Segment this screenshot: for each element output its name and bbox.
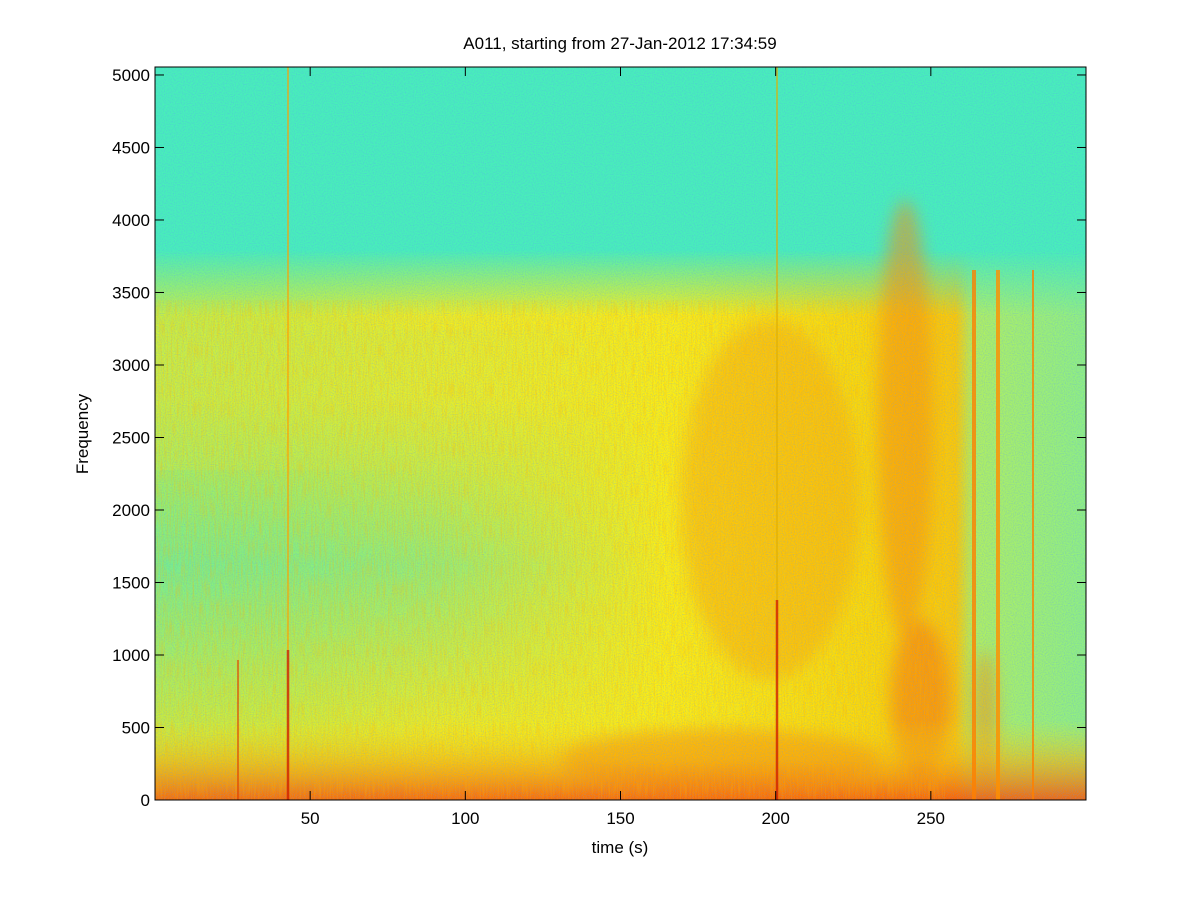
y-axis-label: Frequency (73, 393, 92, 474)
y-tick-label: 1000 (112, 646, 150, 665)
y-tick-label: 500 (122, 718, 150, 737)
x-axis-label: time (s) (592, 838, 649, 857)
x-tick-label: 200 (761, 809, 789, 828)
x-tick-label: 100 (451, 809, 479, 828)
x-tick-label: 150 (606, 809, 634, 828)
y-tick-label: 2500 (112, 428, 150, 447)
x-tick-label: 50 (301, 809, 320, 828)
y-tick-label: 2000 (112, 501, 150, 520)
y-tick-label: 5000 (112, 66, 150, 85)
y-tick-label: 4500 (112, 138, 150, 157)
y-tick-label: 1500 (112, 573, 150, 592)
spectrogram-image (155, 67, 1086, 800)
y-tick-label: 3500 (112, 283, 150, 302)
x-tick-label: 250 (917, 809, 945, 828)
y-tick-label: 3000 (112, 356, 150, 375)
y-tick-label: 0 (141, 791, 150, 810)
chart-title: A011, starting from 27-Jan-2012 17:34:59 (463, 34, 776, 53)
y-tick-label: 4000 (112, 211, 150, 230)
